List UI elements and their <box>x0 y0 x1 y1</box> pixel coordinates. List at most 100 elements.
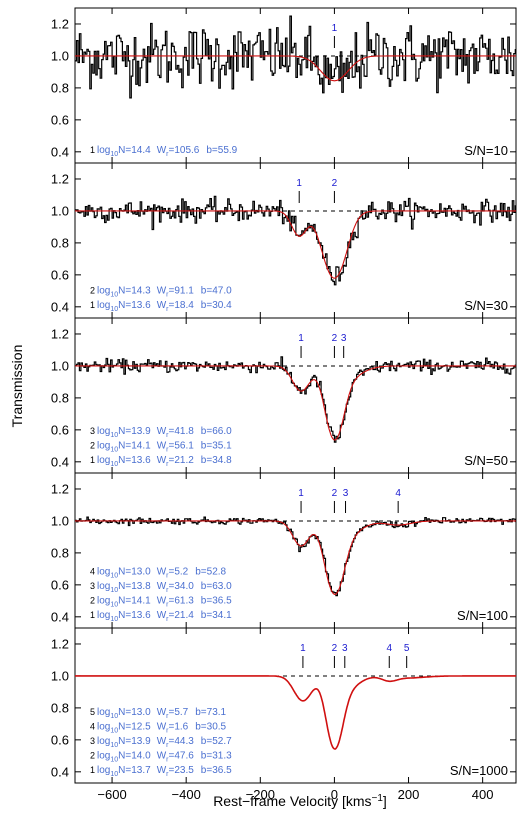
annotation-text: log10N=13.9 Wr=41.8 b=66.0 <box>97 426 232 439</box>
annotation-text: log10N=13.0 Wr=5.2 b=52.8 <box>97 567 227 580</box>
annotation-index: 1 <box>90 765 95 775</box>
snr-label: S/N=10 <box>464 143 508 158</box>
component-number-2: 2 <box>332 178 338 189</box>
y-tick-label: 1.2 <box>51 481 69 496</box>
annotation-text: log10N=12.5 Wr=1.6 b=30.5 <box>97 722 227 735</box>
annotation-text: log10N=14.1 Wr=56.1 b=35.1 <box>97 441 232 454</box>
model-fit-curve <box>75 365 516 441</box>
annotation-index: 5 <box>90 707 95 717</box>
model-fit-curve <box>75 210 516 279</box>
component-number-1: 1 <box>300 643 306 654</box>
component-number-3: 3 <box>341 333 347 344</box>
annotation-text: log10N=14.3 Wr=91.1 b=47.0 <box>97 286 232 299</box>
annotation-text: log10N=13.0 Wr=5.7 b=73.1 <box>97 707 227 720</box>
annotation-index: 3 <box>90 736 95 746</box>
x-axis-title: Rest−frame Velocity [kms−1] <box>213 793 387 809</box>
snr-label: S/N=50 <box>464 453 508 468</box>
x-tick-label: 400 <box>472 787 494 802</box>
y-tick-label: 0.6 <box>51 577 69 592</box>
model-fit-curve <box>75 675 516 750</box>
y-tick-label: 0.6 <box>51 112 69 127</box>
component-number-1: 1 <box>296 178 302 189</box>
component-number-2: 2 <box>332 488 338 499</box>
x-tick-label: 200 <box>398 787 420 802</box>
annotation-index: 4 <box>90 722 95 732</box>
annotation-index: 1 <box>90 455 95 465</box>
y-tick-label: 0.4 <box>51 764 69 779</box>
snr-label: S/N=100 <box>457 608 508 623</box>
panels-group: 0.40.60.81.01.2 11 log10N=14.4 Wr=105.6 b=55… <box>51 7 517 802</box>
y-tick-label: 1.0 <box>51 358 69 373</box>
y-tick-label: 0.6 <box>51 732 69 747</box>
snr-label: S/N=30 <box>464 298 508 313</box>
annotation-index: 1 <box>90 610 95 620</box>
annotation-text: log10N=13.6 Wr=21.4 b=34.1 <box>97 610 232 623</box>
y-tick-label: 0.8 <box>51 80 69 95</box>
annotation-index: 2 <box>90 596 95 606</box>
annotation-index: 2 <box>90 441 95 451</box>
panel-frame <box>74 627 517 784</box>
y-tick-label: 0.4 <box>51 609 69 624</box>
model-fit-curve <box>75 520 516 595</box>
y-tick-label: 1.0 <box>51 668 69 683</box>
y-tick-label: 1.2 <box>51 16 69 31</box>
annotation-text: log10N=14.4 Wr=105.6 b=55.9 <box>97 145 238 158</box>
data-spectrum <box>75 195 516 286</box>
component-number-2: 2 <box>332 643 338 654</box>
annotation-text: log10N=13.6 Wr=18.4 b=30.4 <box>97 300 232 313</box>
x-tick-label: −600 <box>97 787 126 802</box>
snr-label: S/N=1000 <box>450 763 508 778</box>
x-tick-label: 0 <box>331 787 338 802</box>
y-axis-title: Transmission <box>9 345 25 428</box>
y-tick-label: 1.2 <box>51 326 69 341</box>
y-tick-label: 0.4 <box>51 144 69 159</box>
data-spectrum <box>75 15 516 99</box>
annotation-index: 3 <box>90 426 95 436</box>
annotation-text: log10N=13.6 Wr=21.2 b=34.8 <box>97 455 232 468</box>
annotation-text: log10N=13.9 Wr=44.3 b=52.7 <box>97 736 232 749</box>
y-tick-label: 0.6 <box>51 267 69 282</box>
model-fit-curve <box>75 55 516 82</box>
annotation-text: log10N=14.0 Wr=47.6 b=31.3 <box>97 751 232 764</box>
y-tick-label: 0.8 <box>51 390 69 405</box>
annotation-index: 4 <box>90 567 95 577</box>
x-tick-label: −400 <box>172 787 201 802</box>
component-number-3: 3 <box>342 643 348 654</box>
component-number-1: 1 <box>298 333 304 344</box>
component-number-4: 4 <box>386 643 392 654</box>
annotation-index: 2 <box>90 751 95 761</box>
annotation-index: 1 <box>90 300 95 310</box>
annotation-text: log10N=14.1 Wr=61.3 b=36.5 <box>97 596 232 609</box>
component-number-5: 5 <box>404 643 410 654</box>
annotation-index: 2 <box>90 286 95 296</box>
panel-2: 0.40.60.81.01.2 212 log10N=14.3 Wr=91.1 b=47… <box>51 162 517 319</box>
annotation-text: log10N=13.8 Wr=34.0 b=63.0 <box>97 581 232 594</box>
data-spectrum <box>75 516 516 597</box>
component-number-3: 3 <box>343 488 349 499</box>
component-number-4: 4 <box>395 488 401 499</box>
y-tick-label: 1.2 <box>51 636 69 651</box>
y-tick-label: 1.0 <box>51 203 69 218</box>
y-tick-label: 0.4 <box>51 454 69 469</box>
y-tick-label: 1.2 <box>51 171 69 186</box>
y-tick-label: 1.0 <box>51 513 69 528</box>
x-tick-label: −200 <box>246 787 275 802</box>
annotation-index: 1 <box>90 145 95 155</box>
component-number-1: 1 <box>298 488 304 499</box>
annotation-index: 3 <box>90 581 95 591</box>
y-tick-label: 0.4 <box>51 299 69 314</box>
y-tick-label: 0.8 <box>51 545 69 560</box>
y-tick-label: 0.8 <box>51 235 69 250</box>
annotation-text: log10N=13.7 Wr=23.5 b=36.5 <box>97 765 232 778</box>
y-tick-label: 0.6 <box>51 422 69 437</box>
y-tick-label: 1.0 <box>51 48 69 63</box>
y-tick-label: 0.8 <box>51 700 69 715</box>
panel-1: 0.40.60.81.01.2 11 log10N=14.4 Wr=105.6 b=55… <box>51 7 517 164</box>
component-number-2: 2 <box>332 333 338 344</box>
component-number-1: 1 <box>332 23 338 34</box>
